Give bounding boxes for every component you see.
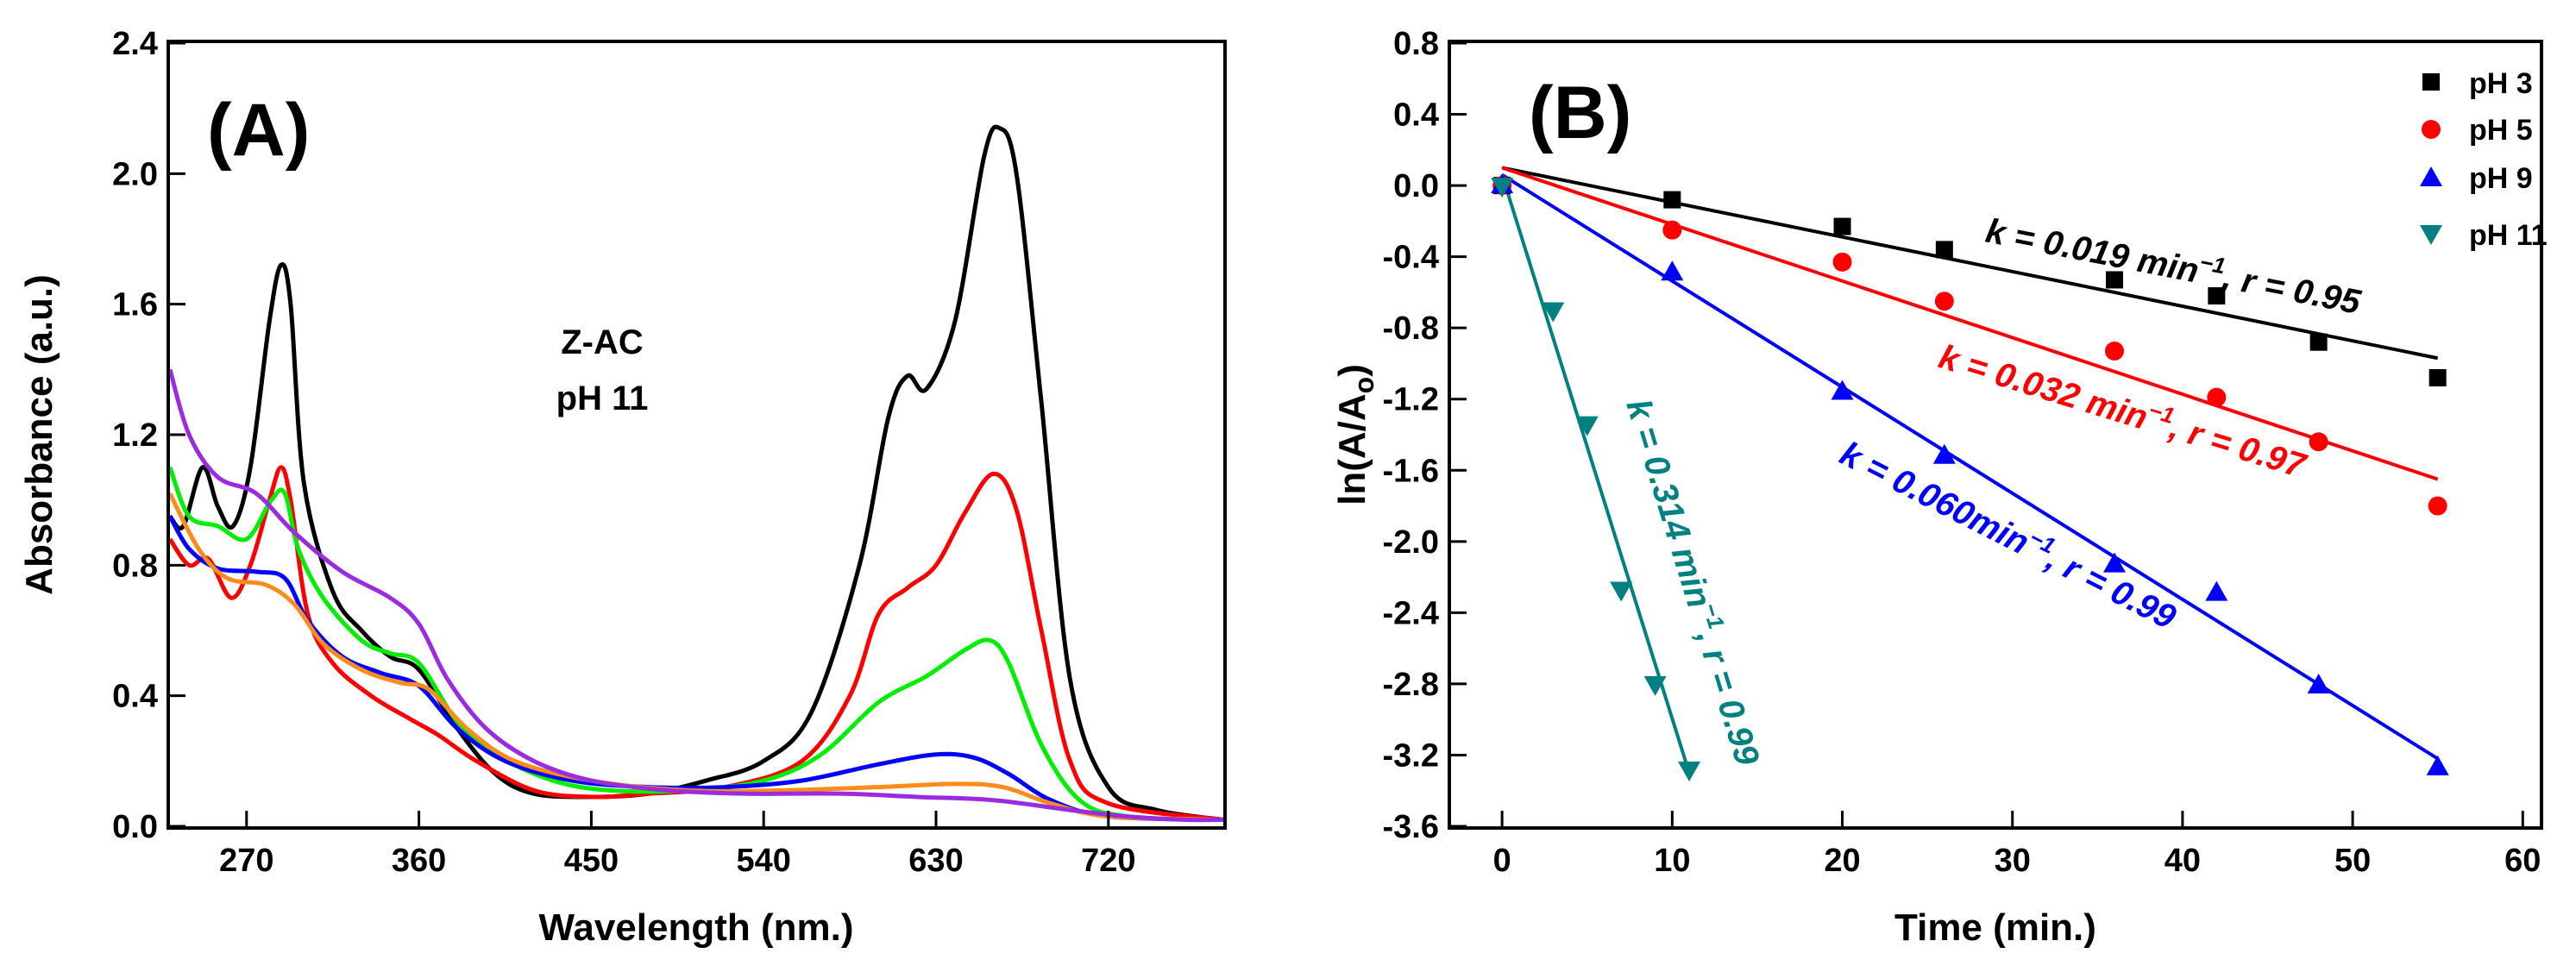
data-point-ph3 xyxy=(2106,271,2124,289)
data-point-ph9 xyxy=(1661,260,1684,281)
data-point-ph5 xyxy=(2105,342,2125,361)
x-axis-label-a: Wavelength (nm.) xyxy=(538,906,853,949)
spectrum-line-green xyxy=(170,466,1223,822)
y-tick-label-b: 0.4 xyxy=(1393,97,1439,134)
y-axis-label-b-sub: o xyxy=(1348,377,1379,394)
x-tick-label-b: 0 xyxy=(1493,843,1511,879)
y-tick-label-a: 1.6 xyxy=(112,287,158,323)
legend-marker-ph11 xyxy=(2420,225,2442,245)
legend-marker-ph3 xyxy=(2422,73,2440,91)
y-tick-label-b: -0.8 xyxy=(1383,310,1439,347)
x-tick-label-a: 720 xyxy=(1081,843,1135,879)
fit-label-ph9: k = 0.060min−1, r = 0.99 xyxy=(1834,430,2184,637)
legend-label-ph3: pH 3 xyxy=(2469,67,2533,100)
x-tick-label-b: 60 xyxy=(2504,843,2541,879)
x-tick-label-a: 270 xyxy=(219,843,273,879)
data-point-ph11 xyxy=(1643,675,1667,696)
fit-line-ph11 xyxy=(1500,174,1691,774)
data-point-ph9 xyxy=(2426,755,2449,775)
data-point-ph3 xyxy=(1663,191,1681,209)
data-point-ph9 xyxy=(2205,580,2228,601)
data-point-ph3 xyxy=(2428,368,2447,386)
data-point-ph3 xyxy=(1833,217,1851,235)
x-tick-label-a: 360 xyxy=(392,843,446,879)
legend-marker-ph5 xyxy=(2422,120,2441,139)
panel-a-label: (A) xyxy=(207,89,310,172)
spectrum-line-purple xyxy=(170,368,1223,823)
y-tick-label-b: 0.8 xyxy=(1393,26,1439,62)
data-point-ph11 xyxy=(1542,302,1565,323)
panel-a-plot-frame xyxy=(166,40,1227,830)
data-point-ph9 xyxy=(2103,552,2127,573)
y-tick-label-a: 1.2 xyxy=(112,417,158,454)
annotation-sample: Z-AC xyxy=(561,323,644,361)
x-tick-label-b: 40 xyxy=(2164,843,2201,879)
data-point-ph9 xyxy=(1831,380,1854,400)
data-point-ph3 xyxy=(2208,287,2226,305)
panel-b-label: (B) xyxy=(1529,72,1631,154)
legend: pH 3 pH 5 pH 9 pH 11 xyxy=(2420,67,2548,252)
x-tick-label-b: 10 xyxy=(1654,843,1690,879)
annotation-ph: pH 11 xyxy=(556,380,649,417)
y-tick-label-a: 0.0 xyxy=(112,809,158,845)
data-point-ph11 xyxy=(1491,178,1514,198)
data-point-ph9 xyxy=(2307,673,2330,693)
spectrum-line-black xyxy=(170,124,1223,822)
data-point-ph5 xyxy=(2428,496,2447,516)
data-point-ph3 xyxy=(1935,241,1953,259)
data-point-ph9 xyxy=(1932,443,1956,464)
fit-line-ph9 xyxy=(1501,173,2439,761)
y-tick-label-b: -3.2 xyxy=(1383,737,1439,774)
fit-line-ph3 xyxy=(1501,166,2439,361)
panel-b-plot-frame xyxy=(1448,40,2543,830)
data-point-ph11 xyxy=(1678,761,1701,781)
data-point-ph11 xyxy=(1610,581,1633,602)
legend-label-ph11: pH 11 xyxy=(2469,219,2548,252)
x-tick-label-a: 540 xyxy=(736,843,790,879)
data-point-ph5 xyxy=(2309,432,2328,452)
y-tick-label-b: -0.4 xyxy=(1383,240,1439,276)
panel-b-chart: 0 10 20 30 40 50 60 0.8 0.4 0.0 -0.4 -0.8 -1.2 -1.6 -… xyxy=(1331,26,2548,949)
data-point-ph5 xyxy=(2207,387,2227,407)
data-point-ph5 xyxy=(1832,252,1852,272)
y-tick-label-a: 2.0 xyxy=(112,156,158,192)
data-point-ph5 xyxy=(1934,292,1954,311)
data-point-ph3 xyxy=(2309,333,2328,351)
legend-label-ph5: pH 5 xyxy=(2469,114,2533,147)
y-tick-label-b: -1.2 xyxy=(1383,382,1439,418)
x-tick-label-a: 630 xyxy=(908,843,963,879)
data-point-ph11 xyxy=(1575,416,1599,436)
x-axis-label-b: Time (min.) xyxy=(1894,906,2096,949)
y-tick-label-a: 0.4 xyxy=(112,679,158,715)
y-tick-label-b: -2.8 xyxy=(1383,667,1439,703)
fit-label-ph5: k = 0.032 min−1, r = 0.97 xyxy=(1934,334,2312,486)
y-axis-label-a: Absorbance (a.u.) xyxy=(18,274,60,595)
y-axis-label-b: ln(A/Ao) xyxy=(1331,364,1379,505)
panel-a-chart: 270 360 450 540 630 720 0.0 0.4 0.8 1.2 1.6 2.0 2.4… xyxy=(18,26,1227,949)
y-tick-label-b: 0.0 xyxy=(1393,168,1439,204)
x-tick-label-b: 20 xyxy=(1824,843,1860,879)
y-axis-label-b-main: ln(A/A xyxy=(1331,393,1373,505)
data-point-ph5 xyxy=(1662,220,1682,240)
x-tick-label-b: 50 xyxy=(2334,843,2371,879)
y-tick-label-b: -1.6 xyxy=(1383,453,1439,489)
legend-marker-ph9 xyxy=(2420,166,2442,186)
x-tick-label-b: 30 xyxy=(1995,843,2031,879)
y-tick-label-b: -3.6 xyxy=(1383,809,1439,845)
y-tick-label-b: -2.4 xyxy=(1383,595,1439,631)
spectrum-line-blue xyxy=(170,515,1223,822)
spectrum-line-red xyxy=(170,465,1223,822)
y-tick-label-a: 0.8 xyxy=(112,548,158,584)
spectrum-line-orange xyxy=(170,492,1223,822)
fit-line-ph5 xyxy=(1501,166,2439,481)
x-tick-label-a: 450 xyxy=(564,843,619,879)
legend-label-ph9: pH 9 xyxy=(2469,162,2533,195)
y-tick-label-a: 2.4 xyxy=(112,26,158,62)
y-axis-label-b-close: ) xyxy=(1331,364,1373,377)
y-tick-label-b: -2.0 xyxy=(1383,524,1439,561)
fit-label-ph11: k = 0.314 min−1, r = 0.99 xyxy=(1618,393,1770,770)
